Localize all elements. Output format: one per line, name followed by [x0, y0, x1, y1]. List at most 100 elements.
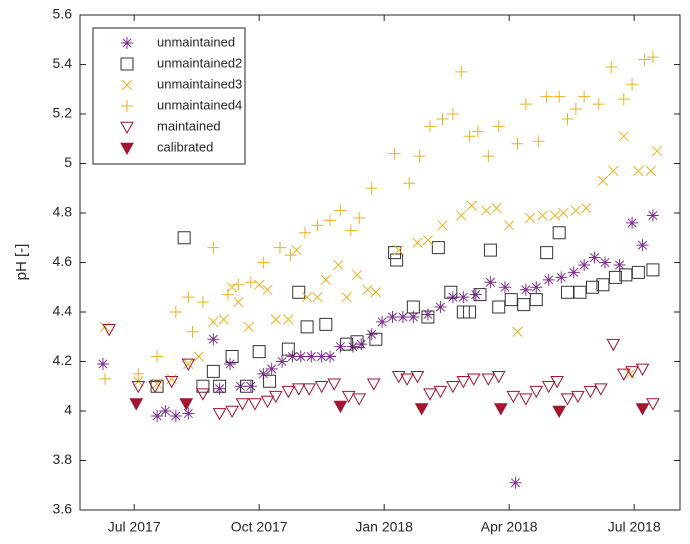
data-point	[226, 282, 238, 293]
data-point	[151, 409, 164, 422]
data-point	[319, 317, 333, 331]
legend-label: maintained	[157, 118, 221, 133]
legend-label: unmaintained2	[157, 55, 242, 70]
data-point	[291, 244, 302, 256]
data-point	[512, 326, 523, 337]
data-point	[403, 177, 416, 190]
data-point	[588, 251, 601, 264]
data-point	[431, 241, 445, 255]
data-point	[186, 325, 199, 338]
data-point	[618, 131, 629, 142]
data-point	[605, 60, 618, 73]
data-point	[224, 357, 236, 370]
data-point	[352, 393, 367, 406]
data-point	[393, 244, 404, 256]
data-point	[463, 130, 476, 143]
data-point	[555, 271, 568, 284]
data-point	[324, 350, 336, 363]
data-point	[240, 379, 254, 393]
y-tick-label: 4	[64, 402, 72, 418]
data-point	[456, 210, 467, 221]
data-point	[365, 328, 378, 341]
y-tick-label: 3.8	[53, 451, 73, 467]
y-tick-label: 4.2	[53, 352, 73, 368]
y-tick-label: 4.8	[53, 204, 73, 220]
data-point	[350, 335, 364, 349]
data-point	[260, 395, 275, 409]
data-point	[484, 276, 497, 289]
data-point	[481, 205, 492, 216]
data-point	[294, 350, 307, 363]
data-point	[207, 333, 220, 346]
data-point	[263, 374, 277, 388]
data-point	[196, 388, 210, 401]
data-point	[617, 93, 630, 106]
data-point	[362, 284, 373, 295]
data-point	[270, 314, 281, 325]
data-point	[262, 284, 273, 295]
data-point	[179, 398, 194, 411]
data-point	[248, 398, 262, 411]
data-point	[132, 367, 145, 380]
data-point	[254, 279, 265, 290]
data-point	[466, 373, 481, 386]
data-point	[608, 270, 622, 284]
data-point	[581, 202, 592, 214]
data-point	[327, 378, 342, 391]
data-point	[506, 390, 521, 404]
data-point	[355, 338, 368, 351]
data-point	[421, 308, 434, 321]
y-tick-label: 4.6	[53, 253, 73, 269]
data-point	[283, 314, 294, 325]
data-point	[301, 291, 313, 303]
data-point	[369, 332, 383, 346]
data-point	[553, 90, 566, 103]
data-point	[400, 373, 414, 386]
data-point	[182, 291, 195, 304]
data-point	[616, 368, 631, 381]
data-point	[302, 383, 317, 396]
data-point	[421, 310, 435, 324]
data-point	[491, 202, 502, 214]
data-point	[455, 65, 468, 78]
data-point	[244, 380, 257, 393]
x-tick-label: Oct 2017	[231, 519, 288, 535]
data-point	[99, 372, 111, 385]
data-point	[540, 246, 554, 260]
legend-box	[92, 27, 246, 165]
data-point	[596, 278, 610, 292]
data-point	[311, 219, 324, 232]
data-point	[341, 390, 356, 404]
data-point	[213, 382, 226, 395]
data-point	[407, 310, 420, 323]
data-point	[366, 378, 381, 391]
data-point	[414, 403, 429, 416]
data-point	[102, 324, 117, 337]
data-point	[540, 90, 553, 103]
legend-marker	[121, 37, 133, 49]
data-point	[518, 393, 533, 406]
data-point	[571, 390, 585, 404]
data-point	[344, 224, 357, 237]
data-point	[235, 398, 250, 411]
data-point	[569, 103, 582, 116]
data-point	[483, 243, 497, 257]
data-point	[499, 281, 511, 294]
data-point	[529, 293, 543, 307]
data-point	[552, 405, 567, 419]
data-point	[613, 258, 626, 271]
x-tick-label: Apr 2018	[481, 519, 538, 535]
data-point	[151, 350, 164, 363]
data-point	[578, 258, 591, 271]
data-point	[646, 263, 660, 277]
legend-marker	[121, 100, 133, 112]
data-point	[573, 285, 587, 299]
data-point	[504, 220, 515, 231]
data-point	[340, 337, 354, 351]
data-point	[386, 310, 399, 323]
data-point	[542, 273, 555, 286]
data-point	[473, 288, 487, 302]
data-point	[567, 266, 580, 279]
data-point	[537, 210, 548, 221]
